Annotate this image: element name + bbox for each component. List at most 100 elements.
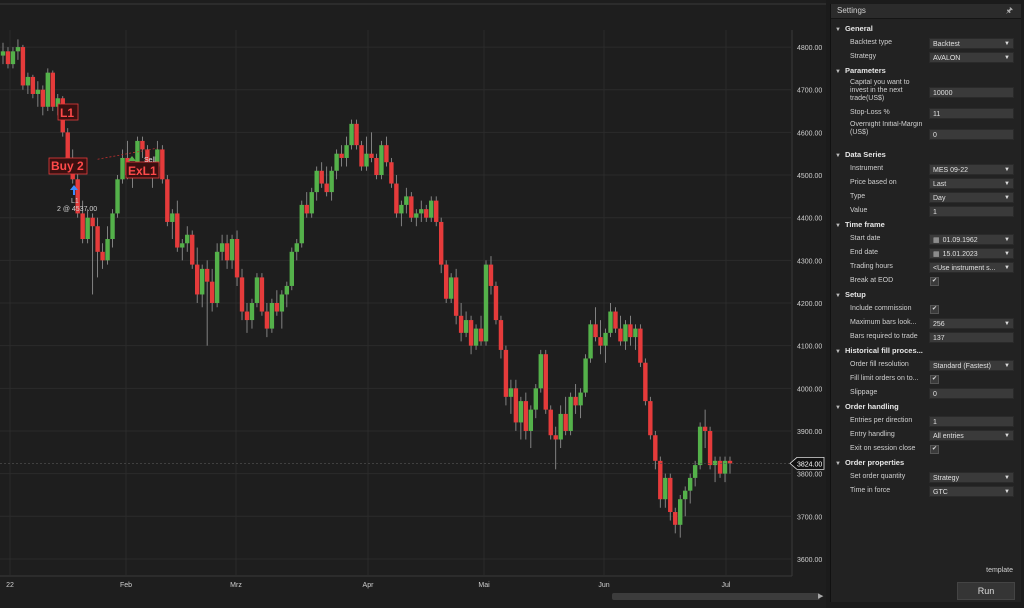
text-input[interactable]: 0 [929, 388, 1014, 399]
candle-body[interactable] [473, 328, 479, 346]
candle-body[interactable] [175, 213, 180, 248]
checkbox[interactable]: ✔ [930, 445, 939, 454]
candle-body[interactable] [633, 328, 638, 338]
candle-body[interactable] [438, 221, 444, 265]
candle-body[interactable] [598, 337, 603, 346]
candle-body[interactable] [603, 332, 608, 346]
candle-body[interactable] [85, 217, 90, 240]
candle-body[interactable] [115, 179, 120, 214]
template-link[interactable]: template [986, 567, 1013, 574]
candle-body[interactable] [214, 251, 220, 303]
candle-body[interactable] [5, 51, 11, 65]
candle-body[interactable] [453, 277, 459, 316]
candle-body[interactable] [588, 324, 593, 359]
candle-body[interactable] [344, 145, 349, 158]
chevron-down-icon[interactable]: ▼ [1004, 321, 1010, 327]
candle-body[interactable] [155, 149, 160, 167]
candle-body[interactable] [25, 76, 31, 86]
chevron-down-icon[interactable]: ▼ [1004, 251, 1010, 257]
candle-body[interactable] [199, 268, 205, 295]
candle-body[interactable] [663, 477, 668, 500]
candle-body[interactable] [568, 396, 573, 431]
dropdown[interactable]: Strategy ▼ [929, 472, 1014, 483]
section-header[interactable]: ▼ Setup [831, 288, 1021, 302]
dropdown[interactable]: <Use instrument s... ▼ [929, 262, 1014, 273]
candle-body[interactable] [424, 209, 429, 218]
candle-body[interactable] [414, 213, 419, 218]
candle-body[interactable] [145, 149, 150, 171]
candle-body[interactable] [105, 239, 110, 261]
candle-body[interactable] [429, 200, 434, 218]
candle-body[interactable] [160, 149, 165, 180]
candle-body[interactable] [100, 251, 105, 261]
candle-body[interactable] [702, 426, 708, 431]
chevron-down-icon[interactable]: ▼ [1004, 265, 1010, 271]
section-header[interactable]: ▼ Order handling [831, 400, 1021, 414]
candle-body[interactable] [374, 157, 379, 176]
candle-body[interactable] [707, 430, 713, 466]
candle-body[interactable] [65, 132, 70, 163]
candle-body[interactable] [399, 204, 404, 214]
candle-body[interactable] [673, 512, 678, 525]
candle-body[interactable] [648, 401, 653, 436]
collapse-arrow-icon[interactable]: ▼ [835, 27, 841, 33]
candle-body[interactable] [349, 123, 354, 146]
candle-body[interactable] [45, 72, 51, 107]
candle-body[interactable] [95, 226, 100, 252]
calendar-icon[interactable]: ▦ [933, 237, 940, 244]
chevron-down-icon[interactable]: ▼ [1004, 55, 1010, 61]
candle-body[interactable] [219, 243, 225, 252]
candle-body[interactable] [678, 499, 683, 525]
chevron-down-icon[interactable]: ▼ [1004, 167, 1010, 173]
candle-body[interactable] [259, 277, 265, 312]
candle-body[interactable] [533, 388, 539, 410]
candle-body[interactable] [493, 285, 499, 321]
candle-body[interactable] [553, 435, 558, 440]
candle-body[interactable] [339, 153, 344, 158]
candle-body[interactable] [468, 320, 474, 346]
candle-body[interactable] [628, 324, 633, 338]
chart-horizontal-scrollbar[interactable] [612, 593, 820, 600]
candle-body[interactable] [319, 170, 324, 184]
candle-body[interactable] [618, 328, 623, 342]
dropdown[interactable]: Day ▼ [929, 192, 1014, 203]
chevron-down-icon[interactable]: ▼ [1004, 195, 1010, 201]
candle-body[interactable] [35, 89, 41, 94]
chevron-down-icon[interactable]: ▼ [1004, 475, 1010, 481]
scroll-right-arrow-icon[interactable]: ▶ [818, 593, 824, 600]
dropdown[interactable]: Backtest ▼ [929, 38, 1014, 49]
candle-body[interactable] [364, 153, 369, 167]
candle-body[interactable] [110, 213, 115, 240]
candle-body[interactable] [170, 213, 175, 222]
candle-body[interactable] [543, 354, 548, 410]
candle-body[interactable] [264, 311, 270, 329]
candle-body[interactable] [209, 281, 215, 303]
candle-body[interactable] [249, 303, 255, 321]
candle-body[interactable] [558, 413, 563, 440]
candle-body[interactable] [20, 47, 26, 86]
candle-body[interactable] [369, 153, 374, 158]
chevron-down-icon[interactable]: ▼ [1004, 433, 1010, 439]
chevron-down-icon[interactable]: ▼ [1004, 237, 1010, 243]
candle-body[interactable] [653, 435, 658, 461]
collapse-arrow-icon[interactable]: ▼ [835, 293, 841, 299]
candle-body[interactable] [593, 324, 598, 338]
candle-body[interactable] [274, 303, 280, 312]
candle-body[interactable] [458, 315, 464, 333]
collapse-arrow-icon[interactable]: ▼ [835, 153, 841, 159]
candle-body[interactable] [419, 209, 424, 214]
text-input[interactable]: 11 [929, 108, 1014, 119]
candle-body[interactable] [309, 192, 314, 214]
candle-body[interactable] [448, 277, 454, 299]
candle-body[interactable] [304, 204, 309, 214]
candle-body[interactable] [165, 179, 170, 222]
collapse-arrow-icon[interactable]: ▼ [835, 349, 841, 355]
section-header[interactable]: ▼ Time frame [831, 218, 1021, 232]
candle-body[interactable] [463, 320, 469, 333]
candle-body[interactable] [682, 490, 688, 500]
candle-body[interactable] [234, 239, 240, 278]
candle-body[interactable] [638, 328, 643, 363]
candle-body[interactable] [180, 243, 185, 248]
section-header[interactable]: ▼ Parameters [831, 64, 1021, 78]
candle-body[interactable] [573, 396, 578, 406]
